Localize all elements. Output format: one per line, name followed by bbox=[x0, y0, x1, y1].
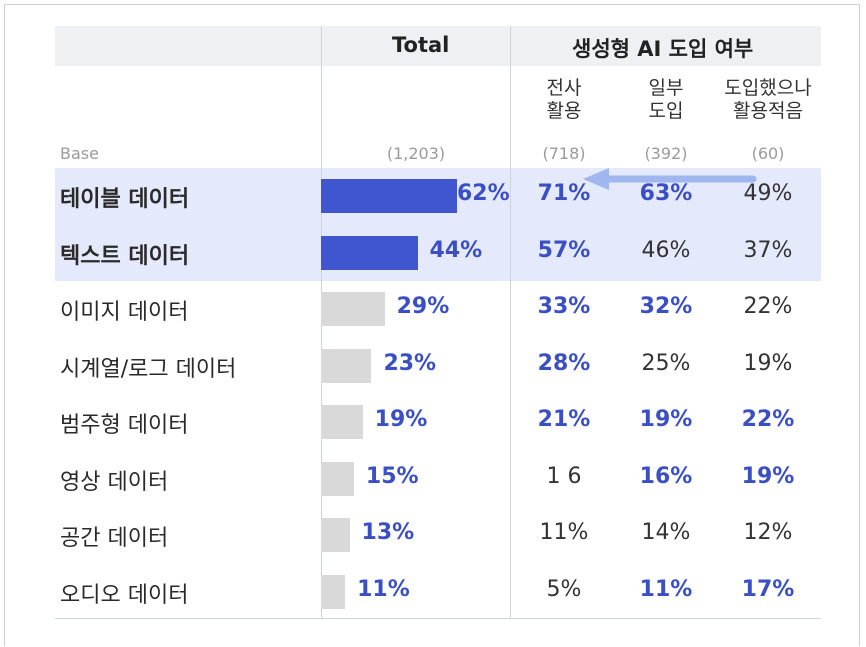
group-header: 생성형 AI 도입 여부 bbox=[572, 37, 754, 61]
subgroup-value-3: 12% bbox=[743, 520, 793, 545]
subgroup-value-1: 21% bbox=[537, 407, 591, 432]
base-sub-2: (392) bbox=[644, 144, 688, 163]
base-label: Base bbox=[60, 144, 99, 163]
subgroup-value-1: 57% bbox=[537, 237, 591, 263]
subheader-3-line1: 도입했으나 bbox=[724, 77, 812, 99]
subgroup-value-3: 22% bbox=[741, 407, 795, 432]
subheader-2-line1: 일부 bbox=[648, 77, 684, 99]
subgroup-value-2: 25% bbox=[641, 350, 691, 376]
total-bar bbox=[321, 405, 363, 439]
row-label: 테이블 데이터 bbox=[60, 187, 190, 212]
subgroup-value-3: 19% bbox=[741, 463, 795, 489]
subgroup-value-2: 14% bbox=[641, 520, 691, 545]
total-value-label: 29% bbox=[396, 294, 450, 319]
row-label: 시계열/로그 데이터 bbox=[60, 356, 237, 382]
base-sub-1: (718) bbox=[542, 144, 586, 163]
total-value-label: 44% bbox=[429, 237, 483, 263]
subgroup-value-3: 22% bbox=[743, 294, 793, 319]
base-total: (1,203) bbox=[386, 144, 446, 163]
row-label: 범주형 데이터 bbox=[60, 413, 189, 438]
row-label: 이미지 데이터 bbox=[60, 300, 189, 325]
subheader-1: 전사 활용 bbox=[509, 77, 619, 123]
subgroup-value-1: 5% bbox=[546, 576, 582, 602]
total-header: Total bbox=[392, 33, 450, 57]
row-label: 공간 데이터 bbox=[60, 526, 169, 551]
subgroup-value-2: 16% bbox=[639, 463, 693, 489]
subgroup-value-1: 28% bbox=[537, 350, 591, 376]
divider-group bbox=[510, 26, 511, 618]
subheader-1-line1: 전사 bbox=[546, 77, 582, 99]
row-label: 텍스트 데이터 bbox=[60, 243, 190, 269]
total-bar bbox=[321, 518, 350, 552]
total-bar bbox=[321, 348, 372, 383]
subgroup-value-3: 19% bbox=[743, 350, 793, 376]
subheader-2: 일부 도입 bbox=[611, 77, 721, 123]
subgroup-value-2: 46% bbox=[641, 237, 691, 263]
subgroup-value-2: 32% bbox=[639, 294, 693, 319]
subgroup-value-1: 1 6 bbox=[546, 463, 582, 489]
chart-frame bbox=[4, 4, 860, 646]
subgroup-value-3: 49% bbox=[743, 181, 793, 206]
total-bar bbox=[321, 574, 346, 609]
total-value-label: 23% bbox=[383, 350, 437, 376]
row-label: 오디오 데이터 bbox=[60, 582, 189, 608]
subgroup-value-2: 19% bbox=[639, 407, 693, 432]
subgroup-value-3: 17% bbox=[741, 576, 795, 602]
header-band bbox=[55, 26, 821, 66]
subheader-1-line2: 활용 bbox=[546, 100, 582, 122]
total-value-label: 11% bbox=[357, 576, 410, 602]
subgroup-value-1: 11% bbox=[539, 520, 589, 545]
base-sub-3: (60) bbox=[751, 144, 785, 163]
bottom-rule bbox=[55, 618, 821, 619]
subgroup-value-1: 33% bbox=[537, 294, 591, 319]
subgroup-value-3: 37% bbox=[743, 237, 793, 263]
total-bar bbox=[321, 179, 457, 213]
subheader-3-line2: 활용적음 bbox=[733, 100, 803, 122]
total-bar bbox=[321, 235, 418, 270]
subgroup-value-2: 63% bbox=[639, 181, 693, 206]
total-value-label: 13% bbox=[361, 520, 415, 545]
subheader-2-line2: 도입 bbox=[648, 100, 684, 122]
total-bar bbox=[321, 461, 354, 496]
subgroup-value-1: 71% bbox=[537, 181, 591, 206]
total-bar bbox=[321, 292, 385, 326]
row-label: 영상 데이터 bbox=[60, 469, 169, 495]
total-value-label: 15% bbox=[365, 463, 419, 489]
total-value-label: 19% bbox=[374, 407, 428, 432]
subgroup-value-2: 11% bbox=[639, 576, 693, 602]
subheader-3: 도입했으나 활용적음 bbox=[703, 77, 833, 123]
total-value-label: 62% bbox=[457, 181, 510, 206]
